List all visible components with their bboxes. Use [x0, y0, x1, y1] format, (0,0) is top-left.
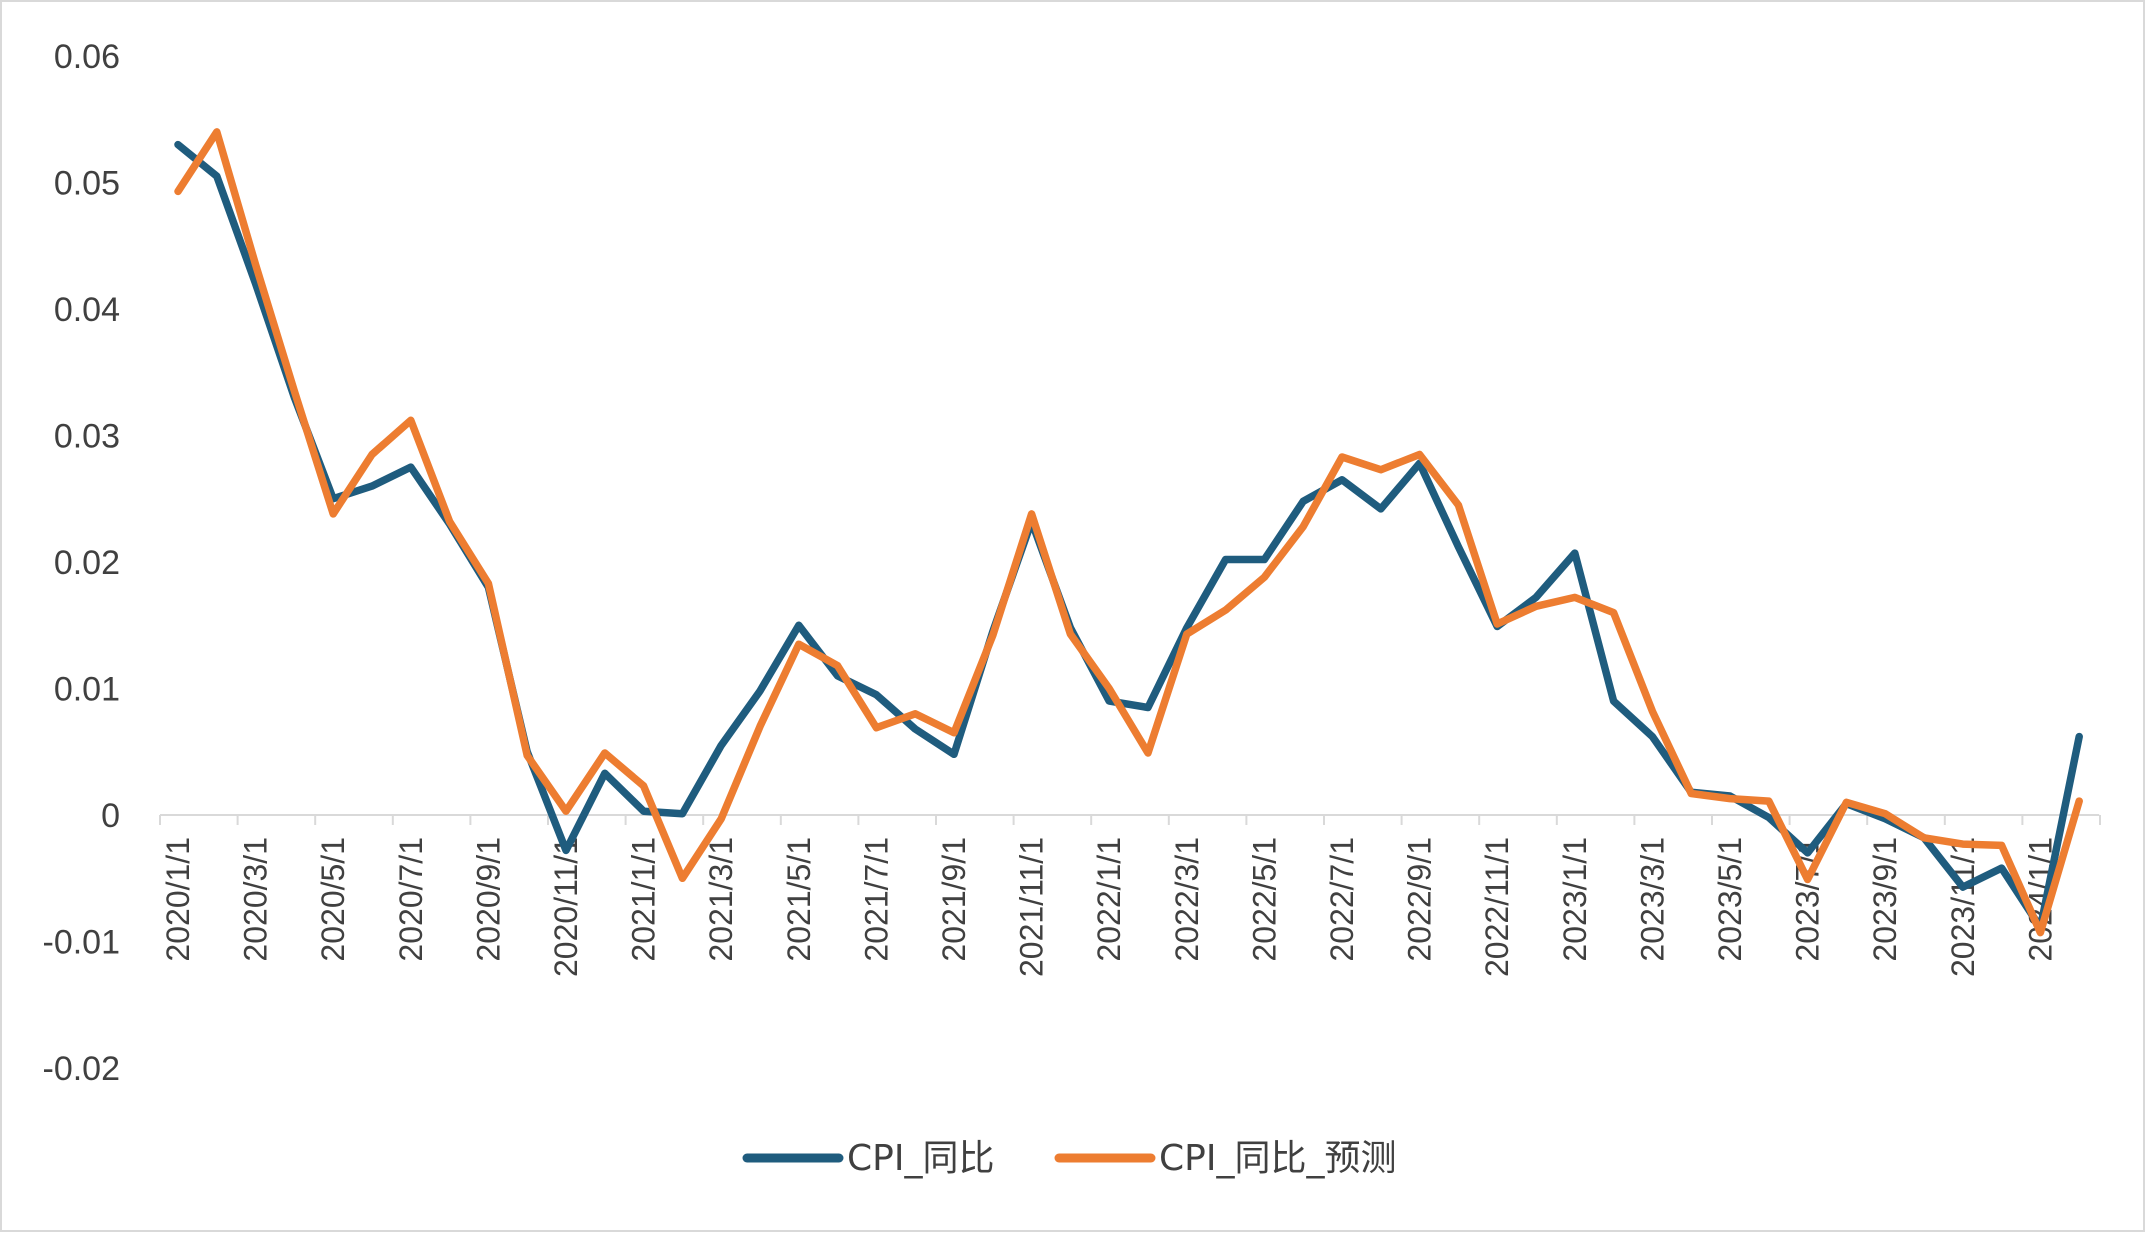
legend-label-cpi-forecast: CPI_同比_预测: [1159, 1138, 1396, 1179]
y-tick-label: -0.01: [43, 924, 121, 962]
x-tick-label: 2022/9/1: [1402, 837, 1438, 962]
y-tick-label: 0.02: [54, 544, 120, 582]
x-tick-label: 2022/5/1: [1246, 837, 1282, 962]
x-tick-label: 2021/5/1: [781, 837, 817, 962]
x-tick-label: 2021/7/1: [858, 837, 894, 962]
x-tick-label: 2022/3/1: [1169, 837, 1205, 962]
x-tick-label: 2023/3/1: [1634, 837, 1670, 962]
series-lines: [174, 128, 2083, 937]
x-tick-label: 2023/11/1: [1945, 837, 1981, 977]
x-tick-label: 2023/1/1: [1557, 837, 1593, 962]
x-tick-label: 2020/5/1: [315, 837, 351, 962]
x-tick-label: 2020/7/1: [393, 837, 429, 962]
x-tick-label: 2023/5/1: [1712, 837, 1748, 962]
y-tick-label: 0: [101, 797, 120, 835]
y-tick-label: -0.02: [43, 1050, 121, 1088]
y-tick-label: 0.03: [54, 418, 120, 456]
y-tick-label: 0.01: [54, 671, 120, 709]
x-tick-label: 2021/11/1: [1014, 837, 1050, 977]
y-tick-label: 0.05: [54, 165, 120, 203]
x-tick-label: 2020/3/1: [238, 837, 274, 962]
y-axis-ticks: 0.06 0.05 0.04 0.03 0.02 0.01 0 -0.01 -0.02: [43, 38, 121, 1088]
x-tick-label: 2020/11/1: [548, 837, 584, 977]
x-tick-label: 2021/3/1: [703, 837, 739, 962]
legend: CPI_同比 CPI_同比_预测: [742, 1138, 1396, 1179]
x-tick-label: 2022/11/1: [1479, 837, 1515, 977]
x-tick-label: 2021/9/1: [936, 837, 972, 962]
x-axis: [159, 814, 2101, 825]
x-axis-ticks: 2020/1/1 2020/3/1 2020/5/1 2020/7/1 2020/9/1…: [160, 837, 2058, 977]
y-tick-label: 0.06: [54, 38, 120, 76]
x-tick-label: 2021/1/1: [626, 837, 662, 962]
x-tick-label: 2023/9/1: [1867, 837, 1903, 962]
x-tick-label: 2020/9/1: [470, 837, 506, 962]
x-tick-label: 2022/7/1: [1324, 837, 1360, 962]
x-tick-label: 2020/1/1: [160, 837, 196, 962]
series-line-cpi: [174, 140, 2083, 932]
legend-label-cpi: CPI_同比: [847, 1138, 994, 1179]
x-tick-label: 2022/1/1: [1091, 837, 1127, 962]
y-tick-label: 0.04: [54, 291, 120, 329]
series-line-cpi-forecast: [174, 128, 2083, 937]
